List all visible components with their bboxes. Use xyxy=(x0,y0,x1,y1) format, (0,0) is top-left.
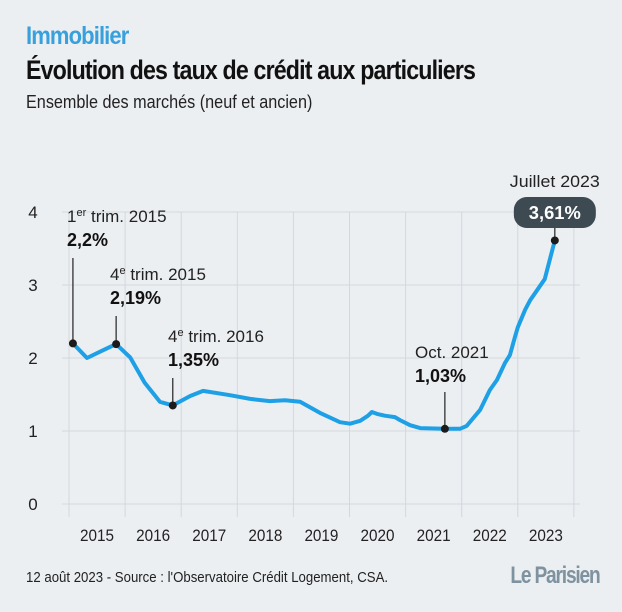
label-sup: e xyxy=(177,327,183,339)
label-rest: trim. 2015 xyxy=(126,265,206,284)
label-sup: er xyxy=(76,207,86,219)
data-point-marker xyxy=(440,424,449,433)
data-point-marker xyxy=(68,339,77,348)
annotation-label: 4e trim. 2015 xyxy=(110,265,206,284)
annotation-label: Oct. 2021 xyxy=(415,343,489,362)
label-main: 4 xyxy=(168,327,177,346)
label-sup: e xyxy=(119,265,125,277)
annotation-label: 1er trim. 2015 xyxy=(67,207,167,226)
y-tick-label: 4 xyxy=(28,203,37,222)
annotation: Oct. 2021 1,03% xyxy=(415,343,489,433)
label-rest: trim. 2015 xyxy=(86,207,166,226)
label-rest: trim. 2016 xyxy=(184,327,264,346)
x-tick-label: 2021 xyxy=(417,526,451,545)
x-tick-label: 2023 xyxy=(529,526,563,545)
x-tick-label: 2018 xyxy=(248,526,282,545)
annotation-value: 2,2% xyxy=(67,230,108,250)
data-point-marker xyxy=(112,340,121,349)
annotation: 4e trim. 2016 1,35% xyxy=(168,327,264,410)
x-tick-label: 2016 xyxy=(136,526,170,545)
data-point-marker xyxy=(168,401,177,410)
data-point-marker xyxy=(550,236,559,245)
y-tick-label: 3 xyxy=(28,276,37,295)
annotation-label: 4e trim. 2016 xyxy=(168,327,264,346)
chart-title: Évolution des taux de crédit aux particu… xyxy=(26,55,476,85)
x-tick-label: 2020 xyxy=(361,526,395,545)
le-parisien-logo: Le Parisien xyxy=(510,562,601,589)
label-main: 4 xyxy=(110,265,119,284)
series-line xyxy=(70,238,557,431)
source-note: 12 août 2023 - Source : l'Observatoire C… xyxy=(26,569,389,586)
x-tick-label: 2022 xyxy=(473,526,507,545)
annotation: 1er trim. 2015 2,2% xyxy=(67,207,167,348)
label-main: Oct. 2021 xyxy=(415,343,489,362)
annotation-value: 2,19% xyxy=(110,288,161,308)
value-badge xyxy=(513,197,596,228)
x-tick-label: 2015 xyxy=(80,526,114,545)
x-tick-label: 2019 xyxy=(304,526,338,545)
y-tick-label: 2 xyxy=(28,349,37,368)
annotation: Juillet 2023 3,61% xyxy=(510,172,600,245)
label-main: 1 xyxy=(67,207,76,226)
annotation-value: 3,61% xyxy=(529,203,581,223)
annotation-value: 1,03% xyxy=(415,366,466,386)
chart-subtitle: Ensemble des marchés (neuf et ancien) xyxy=(26,92,313,112)
annotation-value: 1,35% xyxy=(168,350,219,370)
y-tick-label: 1 xyxy=(28,422,37,441)
kicker: Immobilier xyxy=(26,22,129,50)
annotation-label: Juillet 2023 xyxy=(510,172,600,191)
y-tick-label: 0 xyxy=(28,495,37,514)
x-tick-label: 2017 xyxy=(192,526,226,545)
